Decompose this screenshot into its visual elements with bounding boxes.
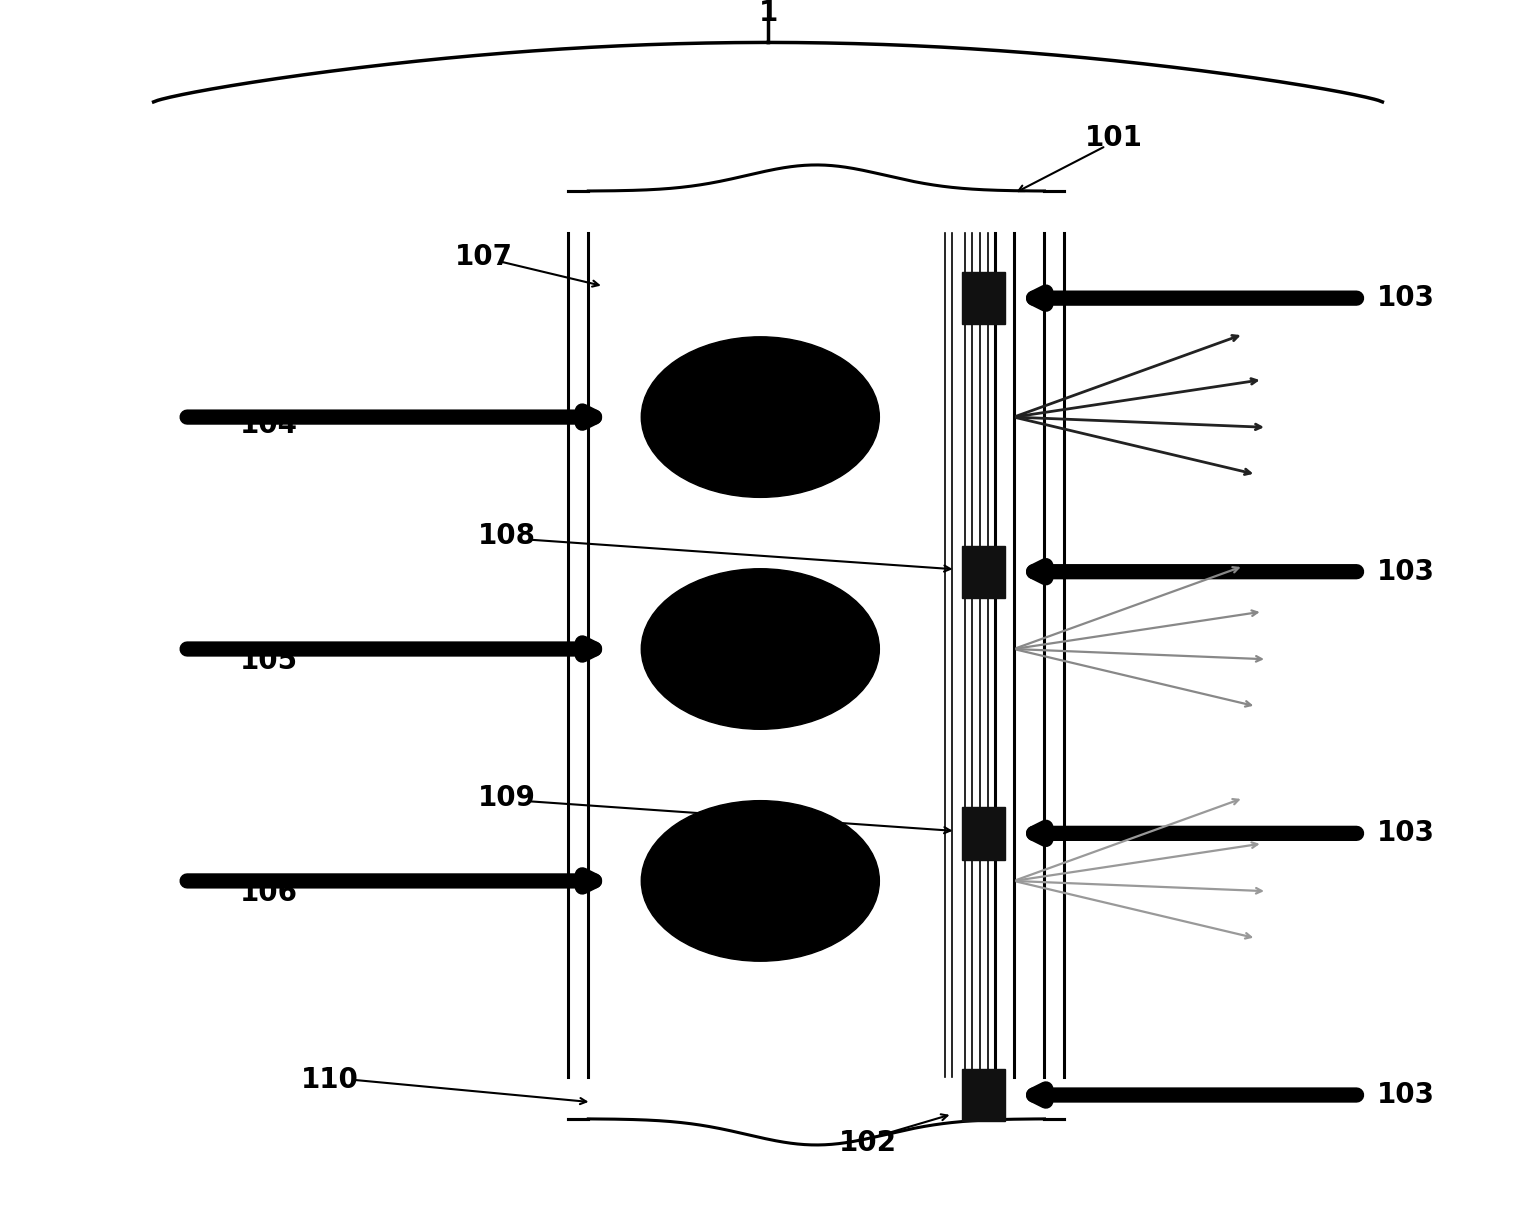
Text: 103: 103 — [1376, 284, 1435, 312]
Bar — [962, 546, 1005, 598]
Text: 103: 103 — [1376, 558, 1435, 586]
Bar — [962, 272, 1005, 324]
Text: 1: 1 — [759, 0, 777, 27]
Text: 110: 110 — [301, 1065, 359, 1093]
Text: 107: 107 — [455, 243, 513, 271]
Bar — [962, 1069, 1005, 1121]
Text: 103: 103 — [1376, 1081, 1435, 1109]
Ellipse shape — [642, 569, 879, 730]
Text: 106: 106 — [240, 879, 298, 907]
Bar — [962, 807, 1005, 860]
Text: 103: 103 — [1376, 819, 1435, 847]
Text: 109: 109 — [478, 784, 536, 812]
Text: 105: 105 — [240, 647, 298, 675]
Ellipse shape — [642, 337, 879, 498]
Text: 108: 108 — [478, 522, 536, 550]
Ellipse shape — [642, 801, 879, 962]
Text: 102: 102 — [839, 1128, 897, 1156]
Text: 104: 104 — [240, 412, 298, 440]
Text: 101: 101 — [1084, 123, 1143, 151]
